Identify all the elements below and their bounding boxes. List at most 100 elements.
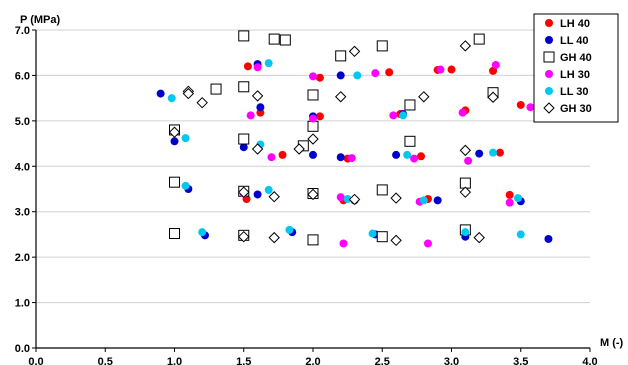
x-tick-label: 2.5 [375, 356, 390, 365]
data-point-gh-30 [182, 87, 195, 100]
x-tick-label: 1.5 [236, 356, 251, 365]
data-point-lh-30 [309, 114, 317, 123]
data-point-ll-30 [516, 230, 525, 239]
data-point-gh-30 [390, 234, 402, 247]
data-point-ll-40 [475, 149, 484, 158]
data-point-lh-40 [315, 73, 324, 82]
y-tick-label: 5.0 [15, 116, 30, 128]
legend-marker-gh-40 [543, 51, 555, 63]
legend-label-lh-40: LH 40 [560, 18, 590, 30]
data-point-ll-30 [489, 148, 498, 157]
data-point-ll-30 [181, 134, 190, 143]
data-point-lh-40 [315, 112, 324, 121]
data-point-lh-30 [458, 108, 467, 117]
data-point-gh-30 [418, 91, 430, 103]
data-point-gh-40 [307, 120, 319, 132]
data-point-gh-30 [251, 90, 264, 102]
data-point-ll-40 [256, 103, 265, 112]
data-point-gh-40 [169, 228, 180, 240]
data-point-gh-40 [268, 33, 280, 45]
x-axis-label: M (-) [600, 337, 624, 349]
data-point-lh-30 [423, 239, 432, 248]
data-point-ll-30 [461, 228, 470, 237]
x-tick-label: 3.0 [444, 356, 459, 365]
data-point-lh-30 [339, 239, 348, 248]
data-point-ll-40 [433, 196, 442, 205]
x-tick-label: 4.0 [582, 356, 597, 365]
data-point-gh-40 [376, 184, 388, 196]
data-point-lh-40 [447, 65, 456, 74]
legend-label-gh-40: GH 40 [560, 52, 592, 64]
legend-marker-lh-40 [545, 19, 553, 27]
data-point-ll-30 [285, 225, 294, 234]
data-point-gh-30 [268, 191, 280, 203]
data-point-ll-40 [336, 153, 345, 162]
legend-marker-ll-30 [545, 87, 553, 95]
data-point-gh-40 [404, 99, 416, 111]
data-point-lh-40 [385, 68, 394, 77]
tick-labels: 0.0 1.0 2.0 3.0 4.0 5.0 6.0 7.0 0.0 0.5 1.0 1.5 2.0 2… [15, 25, 598, 365]
data-point-gh-30 [459, 40, 472, 52]
data-point-ll-30 [513, 194, 522, 203]
data-point-gh-40 [335, 50, 347, 62]
y-tick-label: 2.0 [15, 252, 30, 264]
x-tick-label: 3.5 [513, 356, 528, 365]
legend-marker-gh-30 [543, 102, 555, 114]
y-tick-label: 1.0 [15, 298, 30, 310]
data-point-lh-40 [417, 152, 426, 161]
data-point-gh-30 [459, 186, 472, 198]
data-point-ll-30 [368, 229, 377, 238]
legend-label-lh-30: LH 30 [560, 69, 590, 81]
y-axis-label: P (MPa) [20, 14, 60, 26]
data-point-lh-40 [516, 100, 525, 109]
data-point-gh-40 [473, 33, 485, 45]
data-point-gh-30 [168, 126, 181, 138]
data-point-ll-40 [156, 89, 165, 98]
data-point-gh-40 [279, 34, 291, 46]
x-tick-label: 0.0 [28, 356, 43, 365]
data-point-lh-30 [267, 153, 276, 162]
data-point-ll-30 [198, 228, 207, 237]
legend-label-gh-30: GH 30 [560, 103, 592, 115]
data-point-gh-30 [268, 231, 280, 244]
axes [32, 29, 591, 352]
data-point-ll-30 [399, 111, 408, 120]
data-point-ll-30 [181, 181, 190, 190]
data-point-lh-30 [371, 69, 380, 78]
data-point-gh-40 [169, 176, 180, 188]
legend-label-ll-40: LL 40 [560, 35, 589, 47]
y-tick-label: 3.0 [15, 207, 30, 219]
data-point-gh-30 [459, 144, 472, 157]
data-point-gh-40 [376, 40, 388, 52]
data-point-ll-40 [544, 234, 553, 243]
data-point-gh-40 [307, 89, 319, 101]
data-point-gh-30 [238, 186, 250, 198]
data-point-ll-40 [336, 71, 345, 80]
data-point-lh-30 [505, 198, 514, 207]
data-point-lh-30 [253, 63, 262, 72]
grid-lines [36, 29, 590, 304]
y-tick-label: 4.0 [15, 161, 30, 173]
data-point-gh-30 [487, 91, 499, 103]
data-point-gh-30 [348, 45, 361, 58]
data-point-ll-40 [392, 150, 401, 159]
data-point-gh-40 [238, 81, 250, 93]
data-point-ll-30 [264, 59, 273, 68]
y-tick-label: 7.0 [15, 25, 30, 37]
data-point-lh-40 [495, 148, 504, 157]
y-tick-label: 6.0 [15, 70, 30, 82]
data-point-lh-30 [436, 65, 445, 74]
data-point-ll-30 [403, 150, 412, 159]
legend-marker-ll-40 [545, 36, 553, 44]
data-point-ll-40 [239, 143, 248, 152]
data-point-gh-30 [196, 96, 208, 109]
data-point-lh-30 [491, 60, 500, 69]
x-tick-label: 2.0 [305, 356, 320, 365]
data-point-gh-40 [404, 135, 416, 147]
data-point-lh-30 [336, 193, 345, 202]
data-point-ll-30 [419, 196, 428, 205]
data-point-ll-40 [309, 150, 317, 159]
data-point-gh-40 [238, 30, 250, 42]
data-point-lh-30 [309, 72, 317, 81]
